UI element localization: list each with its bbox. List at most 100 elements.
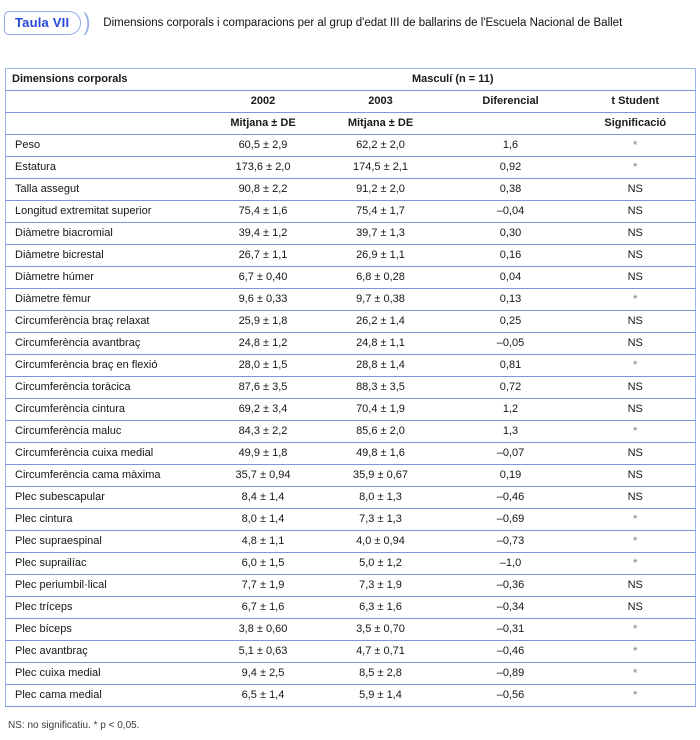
table-header: Dimensions corporals Masculí (n = 11) 20… (5, 68, 696, 135)
column-header-diferencial: Diferencial (445, 90, 576, 113)
value-diferencial: –0,31 (445, 618, 576, 641)
header-row-group: Dimensions corporals Masculí (n = 11) (5, 68, 696, 91)
value-2003: 5,9 ± 1,4 (315, 684, 446, 707)
value-diferencial: 0,38 (445, 178, 576, 201)
value-2002: 90,8 ± 2,2 (210, 178, 316, 201)
header-spacer (5, 90, 211, 113)
value-2002: 7,7 ± 1,9 (210, 574, 316, 597)
header-row-subheaders: Mitjana ± DE Mitjana ± DE Significació (5, 112, 696, 135)
significance-value: NS (575, 442, 696, 465)
value-2003: 174,5 ± 2,1 (315, 156, 446, 179)
significance-value: * (575, 354, 696, 377)
value-2003: 9,7 ± 0,38 (315, 288, 446, 311)
dimension-label: Plec suprailíac (5, 552, 211, 575)
value-2003: 28,8 ± 1,4 (315, 354, 446, 377)
table-row: Circumferència braç en flexió 28,0 ± 1,5 2… (5, 354, 696, 377)
significance-value: * (575, 552, 696, 575)
table-row: Circumferència maluc 84,3 ± 2,2 85,6 ± 2,0… (5, 420, 696, 443)
header-spacer (445, 112, 576, 135)
table-row: Plec supraespinal 4,8 ± 1,1 4,0 ± 0,94 –0,7… (5, 530, 696, 553)
value-2002: 6,7 ± 1,6 (210, 596, 316, 619)
value-2003: 4,0 ± 0,94 (315, 530, 446, 553)
table-row: Diàmetre biacromial 39,4 ± 1,2 39,7 ± 1,3 0… (5, 222, 696, 245)
significance-value: NS (575, 266, 696, 289)
table-row: Circumferència cama màxima 35,7 ± 0,94 35,… (5, 464, 696, 487)
value-diferencial: 0,19 (445, 464, 576, 487)
table-title-band: Taula VII ) Dimensions corporals i compa… (0, 8, 692, 38)
dimension-label: Diàmetre biacromial (5, 222, 211, 245)
value-2003: 70,4 ± 1,9 (315, 398, 446, 421)
value-2003: 39,7 ± 1,3 (315, 222, 446, 245)
table-row: Circumferència cuixa medial 49,9 ± 1,8 49,… (5, 442, 696, 465)
dimension-label: Diàmetre fèmur (5, 288, 211, 311)
significance-value: * (575, 134, 696, 157)
table-number-label: Taula VII (15, 15, 70, 30)
dimension-label: Plec supraespinal (5, 530, 211, 553)
value-2003: 6,3 ± 1,6 (315, 596, 446, 619)
dimension-label: Diàmetre húmer (5, 266, 211, 289)
value-diferencial: –0,05 (445, 332, 576, 355)
value-2003: 8,5 ± 2,8 (315, 662, 446, 685)
value-diferencial: –0,46 (445, 640, 576, 663)
table-row: Plec suprailíac 6,0 ± 1,5 5,0 ± 1,2 –1,0 * (5, 552, 696, 575)
significance-value: * (575, 618, 696, 641)
value-2003: 5,0 ± 1,2 (315, 552, 446, 575)
value-diferencial: 0,25 (445, 310, 576, 333)
value-2002: 69,2 ± 3,4 (210, 398, 316, 421)
dimension-label: Circumferència cama màxima (5, 464, 211, 487)
header-row-years: 2002 2003 Diferencial t Student (5, 90, 696, 113)
value-diferencial: –0,46 (445, 486, 576, 509)
value-2003: 8,0 ± 1,3 (315, 486, 446, 509)
significance-value: NS (575, 398, 696, 421)
value-diferencial: –0,34 (445, 596, 576, 619)
table-body: Peso 60,5 ± 2,9 62,2 ± 2,0 1,6 * Estatura 173,… (5, 134, 696, 707)
significance-value: NS (575, 464, 696, 487)
value-2002: 8,0 ± 1,4 (210, 508, 316, 531)
value-2003: 7,3 ± 1,3 (315, 508, 446, 531)
significance-value: NS (575, 200, 696, 223)
significance-value: NS (575, 244, 696, 267)
value-diferencial: 0,04 (445, 266, 576, 289)
significance-value: NS (575, 486, 696, 509)
significance-value: NS (575, 596, 696, 619)
dimension-label: Plec cuixa medial (5, 662, 211, 685)
value-2002: 173,6 ± 2,0 (210, 156, 316, 179)
value-2003: 88,3 ± 3,5 (315, 376, 446, 399)
table-row: Circumferència toràcica 87,6 ± 3,5 88,3 ± … (5, 376, 696, 399)
dimension-label: Circumferència maluc (5, 420, 211, 443)
significance-value: * (575, 662, 696, 685)
dimension-label: Circumferència avantbraç (5, 332, 211, 355)
value-diferencial: 0,13 (445, 288, 576, 311)
subheader-significacio: Significació (575, 112, 696, 135)
column-header-dimensions: Dimensions corporals (5, 68, 211, 91)
value-diferencial: 1,6 (445, 134, 576, 157)
value-diferencial: –0,89 (445, 662, 576, 685)
dimension-label: Plec tríceps (5, 596, 211, 619)
dimension-label: Circumferència cintura (5, 398, 211, 421)
value-2003: 26,2 ± 1,4 (315, 310, 446, 333)
value-2003: 6,8 ± 0,28 (315, 266, 446, 289)
value-2003: 62,2 ± 2,0 (315, 134, 446, 157)
subheader-mean-2002: Mitjana ± DE (210, 112, 316, 135)
value-2003: 3,5 ± 0,70 (315, 618, 446, 641)
table-row: Plec cintura 8,0 ± 1,4 7,3 ± 1,3 –0,69 * (5, 508, 696, 531)
value-2002: 3,8 ± 0,60 (210, 618, 316, 641)
table-footnote: NS: no significatiu. * p < 0,05. (8, 720, 140, 731)
table-row: Plec bíceps 3,8 ± 0,60 3,5 ± 0,70 –0,31 * (5, 618, 696, 641)
value-diferencial: –0,04 (445, 200, 576, 223)
value-2002: 49,9 ± 1,8 (210, 442, 316, 465)
significance-value: NS (575, 574, 696, 597)
table-row: Plec tríceps 6,7 ± 1,6 6,3 ± 1,6 –0,34 NS (5, 596, 696, 619)
value-diferencial: –0,36 (445, 574, 576, 597)
value-diferencial: –0,07 (445, 442, 576, 465)
significance-value: NS (575, 178, 696, 201)
table-row: Circumferència avantbraç 24,8 ± 1,2 24,8 ±… (5, 332, 696, 355)
significance-value: NS (575, 376, 696, 399)
significance-value: * (575, 684, 696, 707)
header-spacer (5, 112, 211, 135)
value-diferencial: 0,92 (445, 156, 576, 179)
value-diferencial: 1,2 (445, 398, 576, 421)
significance-value: NS (575, 222, 696, 245)
table-row: Plec periumbil·lical 7,7 ± 1,9 7,3 ± 1,9 –0… (5, 574, 696, 597)
table-row: Plec avantbraç 5,1 ± 0,63 4,7 ± 0,71 –0,46 * (5, 640, 696, 663)
